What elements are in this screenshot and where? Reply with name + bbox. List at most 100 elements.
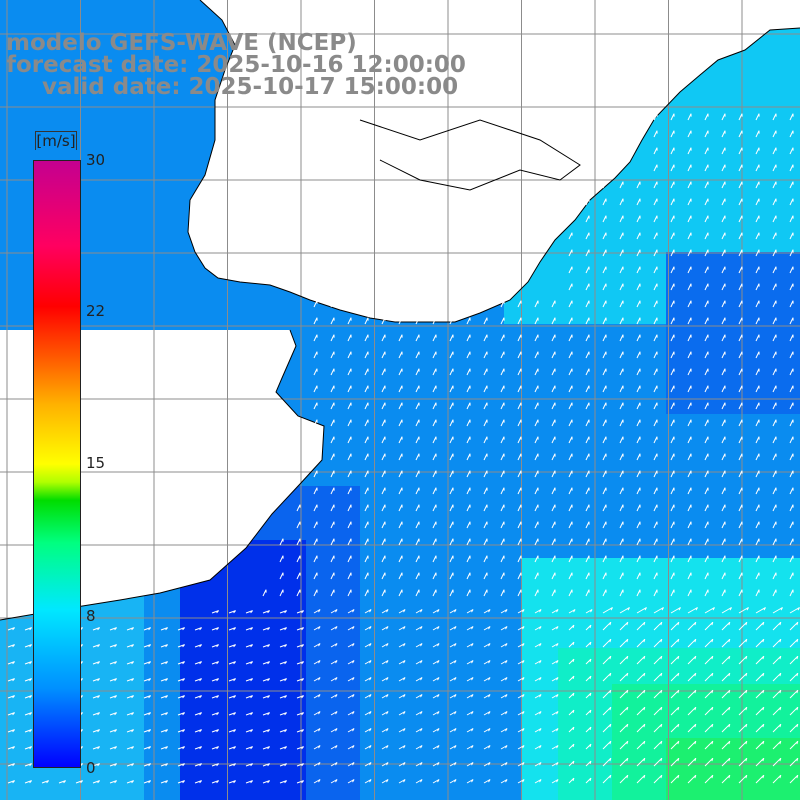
wind-arrow xyxy=(432,470,437,478)
wind-arrow xyxy=(704,723,714,733)
wind-speed-cell xyxy=(180,594,198,612)
wind-arrow-head xyxy=(643,741,646,745)
wind-arrow-head xyxy=(556,711,559,715)
wind-speed-cell xyxy=(126,180,144,198)
wind-arrow xyxy=(738,487,743,495)
wind-arrow xyxy=(449,643,457,648)
wind-arrow xyxy=(381,762,389,767)
wind-arrow xyxy=(687,572,692,580)
wind-arrow xyxy=(24,746,32,750)
wind-arrow xyxy=(211,644,219,648)
wind-speed-cell xyxy=(504,792,522,800)
wind-arrow-head xyxy=(522,711,525,715)
wind-arrow xyxy=(500,504,505,512)
wind-arrow xyxy=(364,555,369,563)
wind-speed-cell xyxy=(666,288,684,306)
wind-arrow xyxy=(636,283,641,291)
wind-arrow xyxy=(738,740,748,750)
wind-arrow xyxy=(670,181,675,189)
wind-arrow-head xyxy=(572,743,575,748)
wind-speed-cell xyxy=(558,630,576,648)
wind-arrow xyxy=(7,712,15,716)
wind-arrow-head xyxy=(556,677,559,681)
wind-arrow-head xyxy=(369,711,372,715)
wind-speed-cell xyxy=(18,306,36,324)
wind-arrow xyxy=(449,609,457,614)
wind-arrow-head xyxy=(745,707,748,711)
wind-arrow xyxy=(721,368,726,376)
wind-arrow xyxy=(670,487,675,495)
wind-arrow-head xyxy=(420,711,423,715)
wind-arrow xyxy=(755,113,760,121)
wind-arrow xyxy=(296,712,304,716)
wind-arrow-head xyxy=(131,712,134,716)
wind-speed-cell xyxy=(774,504,792,522)
wind-arrow xyxy=(92,763,100,767)
wind-speed-cell xyxy=(774,108,792,126)
wind-arrow xyxy=(670,672,680,682)
wind-speed-cell xyxy=(738,90,756,108)
wind-speed-cell xyxy=(684,432,702,450)
wind-speed-cell xyxy=(594,288,612,306)
wind-speed-cell xyxy=(0,306,18,324)
wind-speed-cell xyxy=(702,72,720,90)
wind-arrow xyxy=(789,232,794,240)
wind-speed-cell xyxy=(630,486,648,504)
wind-arrow xyxy=(330,762,338,767)
wind-arrow xyxy=(24,695,32,699)
wind-arrow xyxy=(415,368,420,376)
wind-arrow xyxy=(415,609,423,614)
wind-arrow xyxy=(721,113,726,121)
wind-speed-cell xyxy=(612,774,630,792)
wind-arrow-head xyxy=(403,626,406,630)
wind-speed-cell xyxy=(792,756,800,774)
wind-arrow xyxy=(721,334,726,342)
wind-speed-cell xyxy=(180,666,198,684)
wind-arrow xyxy=(517,419,522,427)
wind-arrow-head xyxy=(420,643,423,647)
wind-arrow xyxy=(585,436,590,444)
wind-arrow-head xyxy=(677,758,680,762)
wind-speed-cell xyxy=(540,792,558,800)
wind-speed-cell xyxy=(360,360,378,378)
wind-arrow xyxy=(653,538,658,546)
wind-speed-cell xyxy=(666,414,684,432)
wind-speed-cell xyxy=(90,288,108,306)
wind-arrow-head xyxy=(745,758,748,762)
wind-speed-cell xyxy=(684,144,702,162)
wind-speed-cell xyxy=(126,90,144,108)
wind-arrow-head xyxy=(762,690,765,694)
wind-arrow xyxy=(534,538,539,546)
wind-arrow-head xyxy=(796,690,799,694)
wind-arrow-head xyxy=(233,661,236,665)
wind-arrow-head xyxy=(335,677,338,681)
wind-speed-cell xyxy=(0,630,18,648)
wind-speed-cell xyxy=(738,342,756,360)
wind-arrow-head xyxy=(522,609,525,613)
wind-arrow-head xyxy=(369,643,372,647)
wind-arrow xyxy=(381,728,389,733)
wind-arrow xyxy=(636,757,646,767)
wind-arrow xyxy=(738,232,743,240)
wind-speed-cell xyxy=(630,270,648,288)
wind-speed-cell xyxy=(126,630,144,648)
wind-arrow xyxy=(415,453,420,461)
wind-speed-cell xyxy=(252,774,270,792)
wind-arrow-head xyxy=(267,678,270,682)
wind-arrow-head xyxy=(779,656,782,660)
wind-speed-cell xyxy=(0,198,18,216)
wind-arrow xyxy=(704,538,709,546)
wind-arrow xyxy=(755,249,760,257)
wind-arrow-head xyxy=(779,741,782,745)
wind-arrow xyxy=(279,572,284,580)
wind-arrow xyxy=(398,351,403,359)
wind-arrow xyxy=(279,729,287,733)
wind-speed-cell xyxy=(774,630,792,648)
wind-speed-cell xyxy=(198,756,216,774)
wind-arrow xyxy=(636,655,646,665)
wind-arrow xyxy=(670,453,675,461)
wind-speed-cell xyxy=(432,558,450,576)
wind-arrow-head xyxy=(148,644,151,648)
wind-speed-cell xyxy=(126,18,144,36)
wind-speed-cell xyxy=(720,234,738,252)
